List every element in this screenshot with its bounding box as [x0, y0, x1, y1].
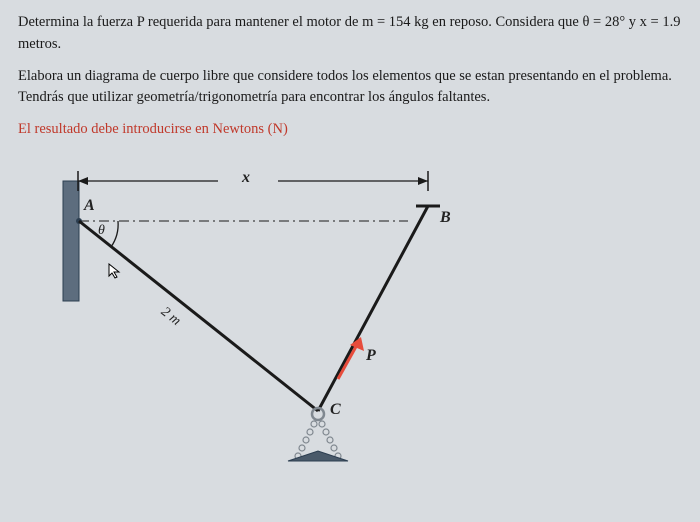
problem-statement: Determina la fuerza P requerida para man… — [18, 12, 682, 141]
label-b: B — [440, 209, 451, 227]
problem-line-1: Determina la fuerza P requerida para man… — [18, 12, 682, 56]
label-x: x — [242, 169, 250, 187]
label-p: P — [366, 347, 376, 365]
label-theta: θ — [98, 223, 105, 239]
label-a: A — [84, 197, 95, 215]
result-note: El resultado debe introducirse en Newton… — [18, 119, 682, 141]
physics-diagram: x A θ B P C 2 m — [48, 151, 528, 471]
problem-line-2: Elabora un diagrama de cuerpo libre que … — [18, 66, 682, 110]
label-c: C — [330, 401, 341, 419]
